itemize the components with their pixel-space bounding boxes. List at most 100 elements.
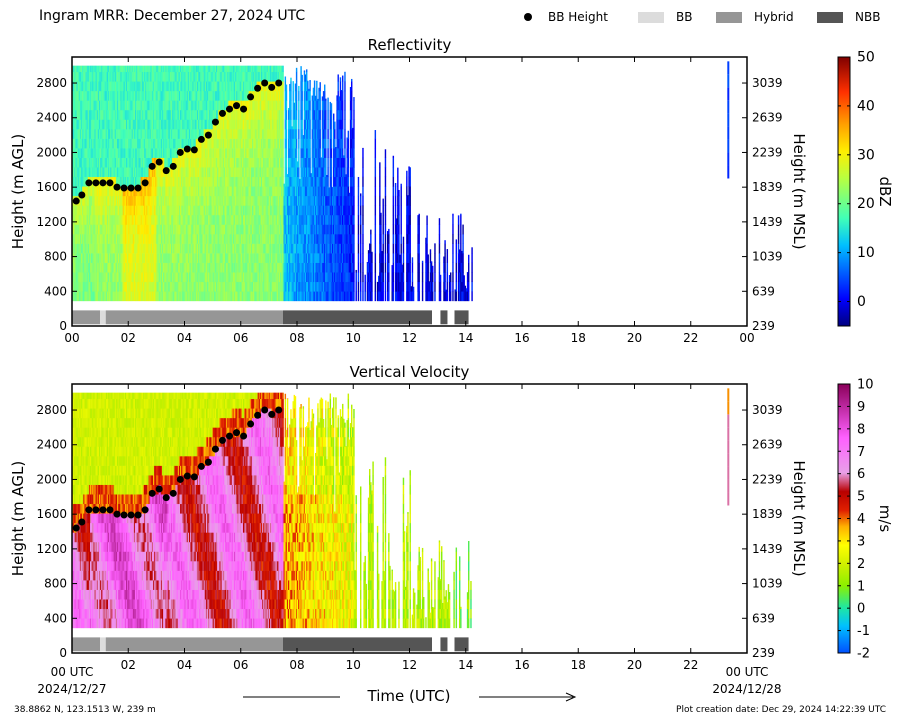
heatmap-cell — [130, 195, 132, 206]
heatmap-cell — [218, 129, 220, 139]
heatmap-cell — [173, 109, 175, 120]
heatmap-cell — [195, 157, 198, 168]
heatmap-cell — [237, 176, 239, 187]
heatmap-cell — [172, 129, 174, 139]
heatmap-cell — [192, 205, 194, 216]
heatmap-cell — [124, 157, 127, 168]
heatmap-cell — [103, 253, 105, 263]
heatmap-cell — [100, 167, 102, 178]
heatmap-cell — [194, 167, 197, 178]
heatmap-cell — [190, 234, 192, 244]
heatmap-cell — [232, 243, 235, 254]
heatmap-cell — [126, 129, 128, 139]
heatmap-cell — [92, 81, 94, 92]
heatmap-cell — [162, 224, 164, 235]
heatmap-cell — [196, 129, 199, 139]
heatmap-cell — [129, 262, 131, 273]
heatmap-cell — [84, 119, 86, 130]
heatmap-cell — [190, 214, 192, 225]
heatmap-cell — [158, 176, 161, 187]
heatmap-cell — [159, 234, 162, 244]
heatmap-cell — [111, 65, 113, 73]
heatmap-cell — [132, 186, 135, 197]
heatmap-cell — [105, 281, 108, 292]
heatmap-cell — [207, 81, 209, 92]
heatmap-cell — [231, 291, 234, 302]
heatmap-cell — [217, 272, 219, 283]
heatmap-cell — [210, 224, 212, 235]
heatmap-cell — [192, 195, 194, 206]
heatmap-cell — [91, 234, 93, 244]
heatmap-cell — [219, 90, 221, 101]
heatmap-cell — [131, 281, 134, 292]
heatmap-cell — [126, 176, 128, 187]
heatmap-cell — [195, 176, 198, 187]
heatmap-cell — [218, 272, 220, 283]
heatmap-cell — [92, 109, 94, 120]
heatmap-cell — [219, 157, 221, 168]
heatmap-cell — [190, 90, 192, 101]
heatmap-cell — [109, 186, 111, 197]
heatmap-cell — [227, 157, 229, 168]
heatmap-cell — [163, 176, 165, 187]
heatmap-cell — [192, 109, 194, 120]
heatmap-cell — [127, 291, 129, 302]
heatmap-cell — [154, 176, 156, 187]
heatmap-cell — [217, 157, 219, 168]
heatmap-cell — [219, 253, 221, 263]
heatmap-cell — [167, 291, 170, 302]
heatmap-cell — [103, 100, 105, 111]
heatmap-cell — [95, 291, 98, 302]
heatmap-cell — [175, 205, 177, 216]
heatmap-cell — [195, 243, 198, 254]
heatmap-cell — [149, 234, 152, 244]
heatmap-cell — [160, 71, 163, 82]
heatmap-cell — [236, 176, 238, 187]
heatmap-cell — [106, 186, 109, 197]
heatmap-cell — [222, 253, 225, 263]
heatmap-cell — [81, 262, 83, 273]
heatmap-cell — [208, 109, 210, 120]
heatmap-cell — [171, 195, 173, 206]
heatmap-cell — [118, 224, 120, 235]
heatmap-cell — [160, 205, 163, 216]
heatmap-cell — [220, 205, 222, 216]
heatmap-cell — [234, 291, 236, 302]
heatmap-cell — [228, 272, 230, 283]
heatmap-cell — [210, 272, 212, 283]
heatmap-cell — [151, 224, 154, 235]
heatmap-cell — [216, 157, 218, 168]
heatmap-cell — [129, 90, 131, 101]
heatmap-cell — [74, 186, 76, 197]
heatmap-cell — [237, 281, 239, 292]
heatmap-cell — [232, 281, 235, 292]
heatmap-cell — [223, 176, 226, 187]
heatmap-cell — [201, 129, 203, 139]
heatmap-cell — [113, 262, 116, 273]
heatmap-cell — [81, 243, 83, 254]
heatmap-cell — [138, 167, 140, 178]
heatmap-cell — [198, 100, 200, 111]
heatmap-cell — [75, 157, 77, 168]
heatmap-cell — [121, 291, 123, 302]
heatmap-cell — [165, 243, 167, 254]
heatmap-cell — [124, 176, 127, 187]
heatmap-cell — [115, 224, 118, 235]
heatmap-cell — [77, 71, 80, 82]
heatmap-cell — [117, 214, 119, 225]
heatmap-cell — [87, 167, 90, 178]
heatmap-cell — [178, 129, 181, 139]
heatmap-cell — [201, 272, 203, 283]
heatmap-cell — [109, 129, 111, 139]
heatmap-cell — [202, 281, 204, 292]
heatmap-cell — [178, 71, 181, 82]
heatmap-cell — [200, 138, 202, 149]
heatmap-cell — [150, 167, 153, 178]
heatmap-cell — [93, 272, 95, 283]
heatmap-cell — [83, 253, 85, 263]
heatmap-cell — [212, 281, 215, 292]
heatmap-cell — [81, 234, 83, 244]
heatmap-cell — [205, 224, 208, 235]
heatmap-cell — [237, 71, 239, 82]
heatmap-cell — [111, 224, 113, 235]
